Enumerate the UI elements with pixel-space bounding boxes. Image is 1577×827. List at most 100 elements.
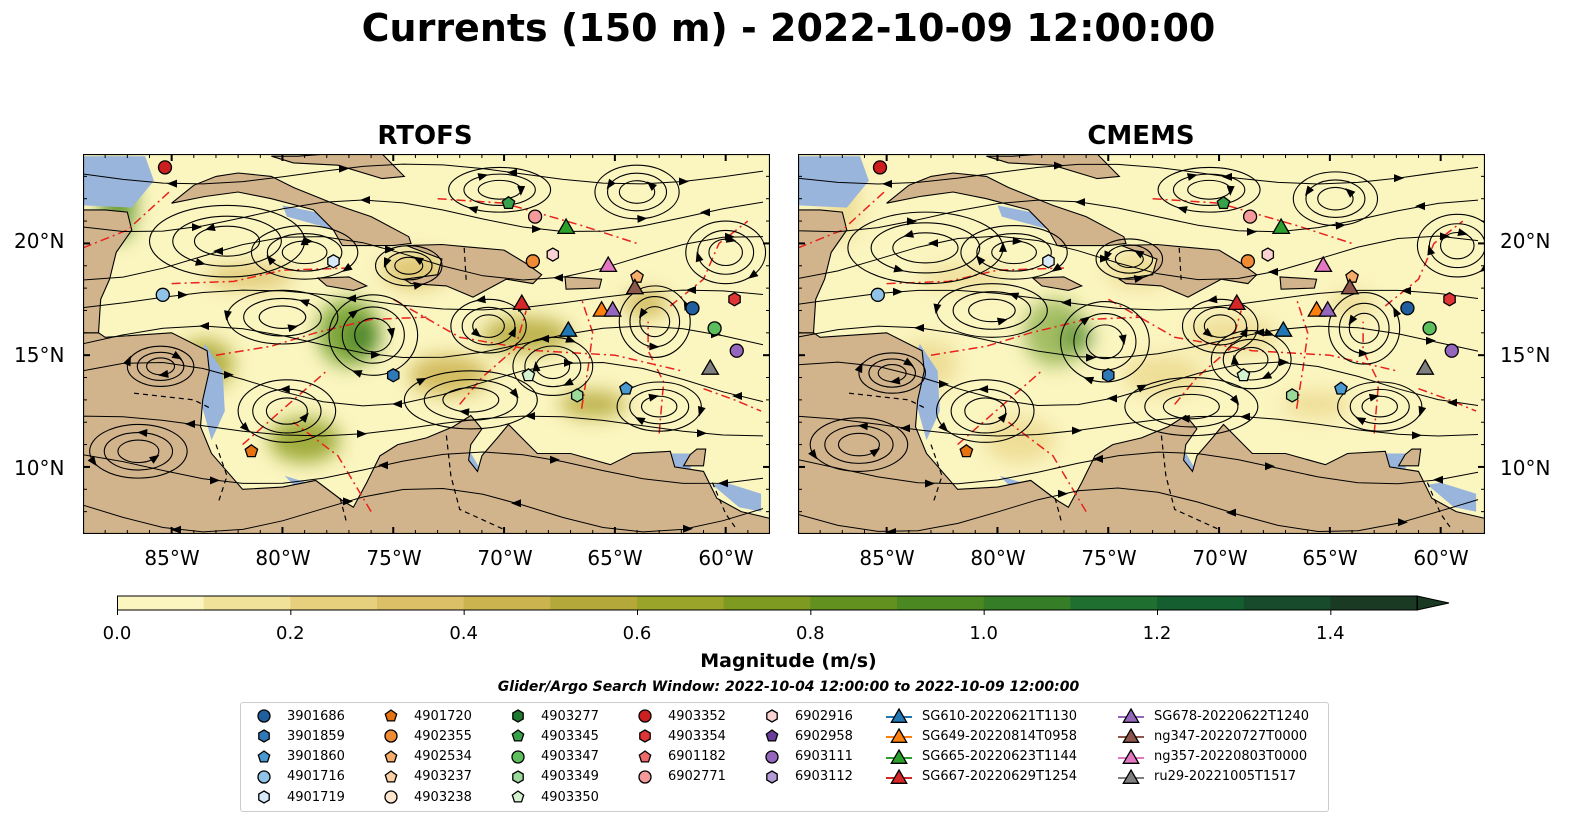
- streamline-arrow: [914, 323, 924, 332]
- streamline-arrow: [553, 273, 563, 282]
- platform-marker: [1340, 278, 1360, 295]
- legend-marker-icon: [766, 709, 778, 723]
- legend-marker-icon: [638, 749, 652, 763]
- streamline-arrow: [1426, 336, 1436, 345]
- map-rtofs: [83, 154, 770, 534]
- legend-item: 4903237: [378, 767, 472, 787]
- platform-marker: [1313, 255, 1333, 273]
- streamline-arrow: [857, 422, 868, 431]
- platform-marker: [558, 320, 578, 337]
- legend-label: SG667-20220629T1254: [922, 769, 1078, 785]
- streamline-arrow: [383, 257, 392, 268]
- platform-marker: [592, 300, 611, 317]
- platform-marker: [1240, 254, 1256, 269]
- streamline: [250, 224, 359, 280]
- streamline-arrow: [1222, 172, 1232, 181]
- streamline-arrow: [1447, 398, 1457, 407]
- streamline-arrow: [700, 208, 710, 217]
- streamline: [472, 314, 505, 338]
- streamline: [976, 233, 1052, 272]
- streamline-arrow: [387, 327, 395, 339]
- streamline-arrow: [893, 264, 905, 273]
- eez-boundary: [647, 321, 665, 434]
- streamline-arrow: [1226, 508, 1236, 517]
- legend-item: 4903349: [505, 767, 599, 787]
- lon-label-left-60: 60°W: [698, 546, 754, 570]
- land: [682, 448, 707, 467]
- legend-marker-icon: [639, 729, 651, 744]
- legend-label: 4903238: [414, 789, 472, 805]
- country-border: [1160, 435, 1220, 531]
- streamline-arrow: [392, 399, 402, 408]
- legend-item: 3901860: [251, 747, 345, 767]
- streamline: [1193, 306, 1248, 346]
- streamline-arrow: [87, 455, 97, 467]
- streamline: [89, 423, 188, 479]
- legend-item: ng347-20220727T0000: [1118, 726, 1307, 746]
- legend-item: 3901859: [251, 726, 345, 746]
- streamline-arrow: [1054, 161, 1064, 170]
- lon-label-right-75: 75°W: [1081, 546, 1137, 570]
- legend-label: 6902958: [795, 728, 853, 744]
- streamline: [798, 415, 1479, 437]
- streamline-arrow: [517, 185, 526, 196]
- legend-label: 4902355: [414, 728, 472, 744]
- legend-marker: [1122, 727, 1140, 744]
- legend-item: 4902355: [378, 726, 472, 746]
- streamline: [639, 306, 671, 338]
- streamline-arrow: [1107, 394, 1117, 403]
- platform-marker: [386, 368, 400, 383]
- streamline-arrow: [1186, 173, 1198, 181]
- platform-marker: [244, 443, 259, 458]
- streamline: [1114, 250, 1144, 269]
- platform-marker: [1415, 358, 1435, 375]
- streamline-arrow: [279, 385, 290, 394]
- eez-boundary: [957, 370, 1043, 446]
- streamline-arrow: [903, 357, 914, 367]
- streamline-arrow: [686, 286, 696, 295]
- legend-marker: [638, 770, 652, 784]
- platform-marker: [512, 293, 532, 311]
- legend-label: SG610-20220621T1130: [922, 708, 1078, 724]
- eez-boundary: [669, 220, 749, 307]
- eez-boundary: [1295, 299, 1309, 409]
- streamline-arrow: [1202, 327, 1213, 338]
- legend-marker: [765, 749, 779, 764]
- legend-item: 4903350: [505, 787, 599, 807]
- streamline-arrow: [808, 449, 818, 460]
- legend-item: 6903112: [759, 767, 853, 787]
- streamline-arrow: [1345, 188, 1356, 198]
- legend-item: 4901720: [378, 706, 472, 726]
- streamline-arrow: [213, 247, 223, 256]
- legend-item: 6903111: [759, 747, 853, 767]
- streamline-arrow: [1265, 462, 1275, 471]
- streamline-arrow: [996, 317, 1008, 326]
- streamline-arrow: [565, 335, 576, 343]
- streamline-arrow: [1133, 249, 1145, 259]
- eez-boundary: [1152, 197, 1353, 245]
- streamline: [685, 220, 767, 285]
- streamline-arrow: [137, 429, 148, 437]
- streamline-arrow: [508, 326, 517, 338]
- legend-marker-icon: [511, 729, 525, 742]
- platform-marker: [729, 343, 744, 358]
- lon-label-left-80: 80°W: [255, 546, 311, 570]
- streamline: [1203, 314, 1237, 338]
- colorbar-segment: [1330, 596, 1418, 610]
- legend-marker: [384, 709, 398, 722]
- streamline: [461, 306, 516, 346]
- streamline-arrow: [1086, 353, 1096, 362]
- colorbar-tick-label: 0.2: [276, 623, 305, 644]
- eez-boundary: [242, 370, 328, 446]
- lon-label-left-85: 85°W: [144, 546, 200, 570]
- streamline-arrow: [525, 412, 535, 421]
- legend-label: 6903112: [795, 769, 853, 785]
- legend-item: 4902534: [378, 747, 472, 767]
- streamline: [1361, 395, 1398, 418]
- lon-label-right-65: 65°W: [1302, 546, 1358, 570]
- legend-marker: [511, 749, 525, 764]
- lat-label-left-10: 10°N: [14, 456, 65, 480]
- shallow-water: [712, 482, 762, 512]
- colorbar-segment: [377, 596, 465, 610]
- streamline: [83, 325, 764, 359]
